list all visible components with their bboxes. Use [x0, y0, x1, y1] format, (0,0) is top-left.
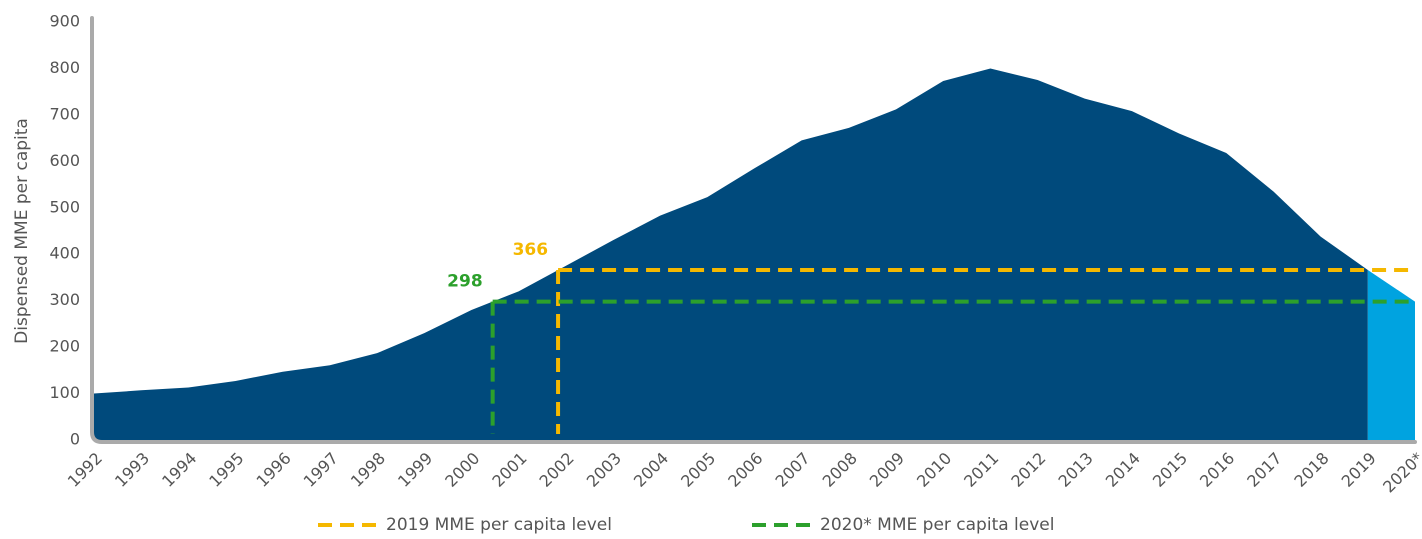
- x-tick-label: 1994: [158, 449, 200, 491]
- y-tick-label: 500: [49, 197, 80, 216]
- x-tick-label: 2010: [913, 449, 955, 491]
- y-tick-label: 800: [49, 58, 80, 77]
- y-tick-label: 100: [49, 383, 80, 402]
- x-tick-label: 2018: [1290, 449, 1332, 491]
- x-tick-label: 2013: [1055, 449, 1097, 491]
- x-tick-label: 2001: [488, 449, 530, 491]
- y-tick-label: 600: [49, 151, 80, 170]
- x-tick-label: 2014: [1102, 449, 1144, 491]
- x-tick-label: 1996: [252, 449, 294, 491]
- area-highlight: [1367, 270, 1415, 440]
- x-tick-label: 2002: [536, 449, 578, 491]
- ref-label: 298: [447, 272, 483, 292]
- x-tick-label: 2016: [1196, 449, 1238, 491]
- x-tick-label: 2006: [724, 449, 766, 491]
- x-tick-label: 1997: [300, 449, 342, 491]
- x-tick-label: 2017: [1243, 449, 1285, 491]
- x-tick-label: 1995: [205, 449, 247, 491]
- x-tick-label: 2000: [441, 449, 483, 491]
- x-tick-label: 2007: [771, 449, 813, 491]
- ref-label: 366: [513, 240, 549, 260]
- x-tick-label: 2020*: [1379, 449, 1422, 497]
- legend-label: 2019 MME per capita level: [386, 515, 612, 535]
- y-tick-label: 0: [70, 430, 80, 449]
- x-tick-label: 2008: [819, 449, 861, 491]
- x-tick-label: 1992: [64, 449, 106, 491]
- y-tick-label: 900: [49, 12, 80, 31]
- x-tick-label: 2003: [583, 449, 625, 491]
- y-tick-label: 200: [49, 337, 80, 356]
- legend-label: 2020* MME per capita level: [820, 515, 1054, 535]
- y-tick-label: 700: [49, 104, 80, 123]
- x-tick-label: 1998: [347, 449, 389, 491]
- x-tick-label: 2005: [677, 449, 719, 491]
- x-tick-label: 1999: [394, 449, 436, 491]
- area: [94, 68, 1368, 440]
- x-tick-label: 2011: [960, 449, 1002, 491]
- x-tick-label: 2009: [866, 449, 908, 491]
- x-tick-label: 2004: [630, 449, 672, 491]
- y-axis-label: Dispensed MME per capita: [12, 118, 32, 344]
- axis-line: [90, 16, 1417, 444]
- x-tick-label: 2012: [1007, 449, 1049, 491]
- y-tick-label: 400: [49, 244, 80, 263]
- x-tick-label: 2015: [1149, 449, 1191, 491]
- y-tick-label: 300: [49, 290, 80, 309]
- x-tick-label: 2019: [1338, 449, 1380, 491]
- x-tick-label: 1993: [111, 449, 153, 491]
